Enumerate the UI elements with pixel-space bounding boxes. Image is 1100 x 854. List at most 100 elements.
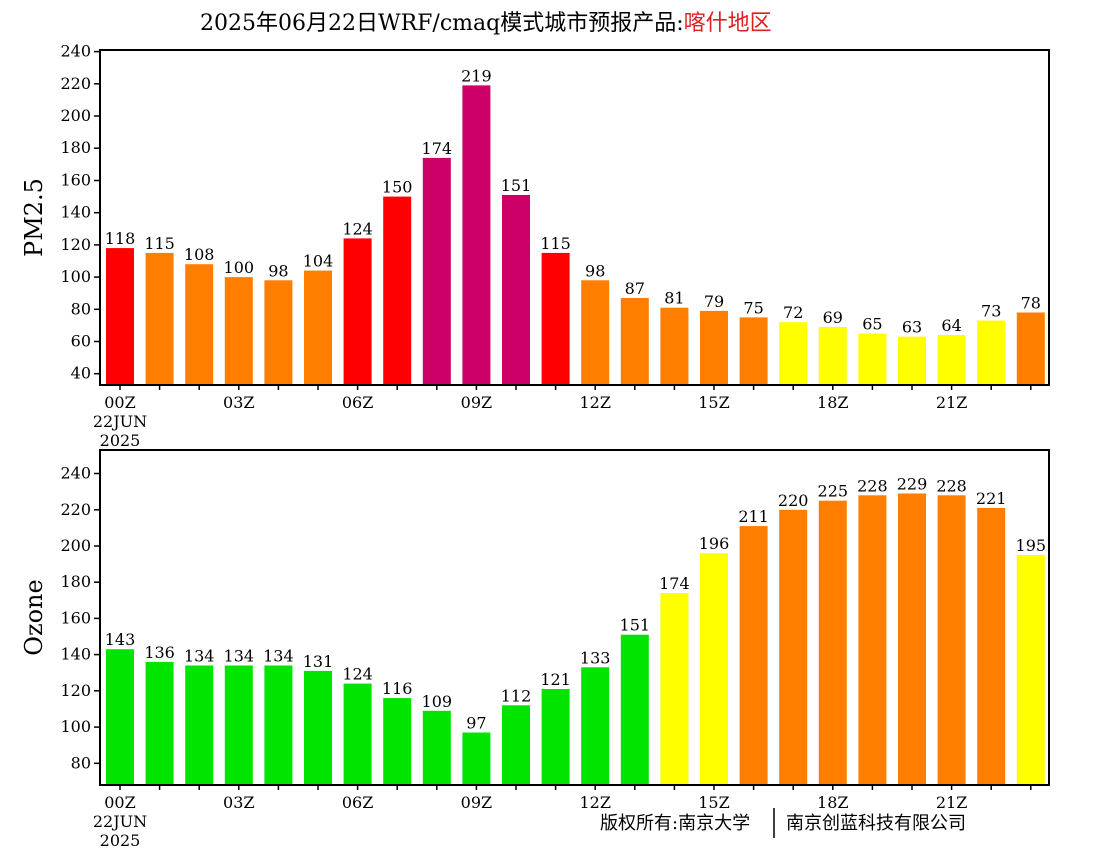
- pm25-ytick-label: 240: [60, 42, 91, 61]
- pm25-bar: [502, 195, 530, 385]
- pm25-bar: [541, 252, 570, 385]
- ozone-bar-value-label: 134: [184, 647, 215, 666]
- ozone-bar: [304, 670, 332, 785]
- ozone-bar: [858, 495, 887, 785]
- pm25-bar-value-label: 100: [224, 258, 255, 277]
- ozone-bar: [343, 683, 372, 785]
- ozone-bar: [739, 526, 768, 785]
- ozone-ytick-label: 220: [60, 500, 91, 519]
- ozone-bar-value-label: 143: [105, 630, 136, 649]
- pm25-xtick-label: 2025: [100, 431, 141, 450]
- pm25-bar: [264, 280, 293, 385]
- pm25-bar: [858, 333, 887, 385]
- ozone-xtick-label: 22JUN: [93, 812, 147, 831]
- pm25-ytick-label: 60: [71, 332, 91, 351]
- pm25-xtick-label: 03Z: [223, 393, 254, 412]
- pm25-ytick-label: 120: [60, 235, 91, 254]
- ozone-bar-value-label: 116: [382, 679, 413, 698]
- ozone-bar-value-label: 220: [778, 491, 809, 510]
- ozone-xtick-label: 18Z: [817, 793, 848, 812]
- pm25-y-axis-label: PM2.5: [20, 178, 48, 257]
- pm25-bar-value-label: 174: [422, 139, 453, 158]
- pm25-ytick-label: 200: [60, 106, 91, 125]
- pm25-xtick-label: 12Z: [579, 393, 610, 412]
- pm25-bar-value-label: 79: [704, 292, 724, 311]
- credit-right-text: 南京创蓝科技有限公司: [786, 813, 966, 834]
- ozone-xtick-label: 15Z: [698, 793, 729, 812]
- pm25-ytick-label: 180: [60, 138, 91, 157]
- pm25-bar: [224, 277, 253, 385]
- ozone-bar-value-label: 136: [144, 643, 175, 662]
- credit-left-text: 版权所有:南京大学: [600, 813, 750, 834]
- ozone-xtick-label: 03Z: [223, 793, 254, 812]
- pm25-bar: [383, 196, 412, 385]
- pm25-bar: [185, 264, 214, 385]
- pm25-bar: [700, 310, 728, 385]
- pm25-bar-value-label: 63: [902, 318, 922, 337]
- pm25-bar: [779, 322, 808, 385]
- ozone-bar-value-label: 174: [659, 574, 690, 593]
- ozone-bar-value-label: 151: [620, 616, 651, 635]
- ozone-bar: [422, 710, 451, 785]
- ozone-bar-value-label: 228: [857, 476, 888, 495]
- pm25-bar: [462, 85, 491, 386]
- pm25-ytick-label: 80: [71, 299, 91, 318]
- ozone-y-axis-label: Ozone: [20, 579, 48, 655]
- ozone-bar: [977, 507, 1006, 785]
- pm25-bar-value-label: 104: [303, 252, 334, 271]
- ozone-bar: [581, 667, 610, 785]
- ozone-xtick-label: 00Z: [104, 793, 135, 812]
- ozone-bar: [541, 689, 570, 785]
- ozone-bar-value-label: 133: [580, 648, 611, 667]
- pm25-ytick-label: 160: [60, 171, 91, 190]
- ozone-bar: [502, 705, 530, 785]
- ozone-bar-value-label: 195: [1016, 536, 1047, 555]
- pm25-bar-value-label: 124: [342, 219, 373, 238]
- pm25-bar: [977, 320, 1006, 385]
- ozone-bar: [620, 634, 649, 785]
- pm25-bar-value-label: 73: [981, 302, 1001, 321]
- pm25-bar: [937, 335, 966, 385]
- ozone-ytick-label: 140: [60, 645, 91, 664]
- ozone-bar: [264, 665, 293, 785]
- pm25-bar: [422, 157, 451, 385]
- pm25-plot-frame: [99, 49, 1050, 386]
- title-main-text: 2025年06月22日WRF/cmaq模式城市预报产品:: [200, 11, 684, 36]
- title-location-text: 喀什地区: [684, 11, 772, 36]
- ozone-bar-value-label: 131: [303, 652, 334, 671]
- pm25-ytick-label: 220: [60, 74, 91, 93]
- pm25-bar: [343, 238, 372, 385]
- pm25-bar-value-label: 98: [585, 261, 605, 280]
- ozone-bar-value-label: 225: [818, 482, 849, 501]
- pm25-bar: [739, 317, 768, 385]
- ozone-xtick-label: 12Z: [579, 793, 610, 812]
- pm25-xtick-label: 22JUN: [93, 412, 147, 431]
- ozone-bar-value-label: 112: [501, 686, 532, 705]
- ozone-bar-value-label: 109: [422, 692, 453, 711]
- pm25-bar-value-label: 65: [862, 315, 882, 334]
- pm25-bar: [898, 336, 926, 385]
- pm25-bar-value-label: 118: [105, 229, 136, 248]
- pm25-bar: [660, 307, 689, 385]
- ozone-bar-value-label: 134: [224, 647, 255, 666]
- pm25-bar: [304, 270, 332, 385]
- ozone-bar: [700, 553, 728, 785]
- ozone-bar: [818, 500, 847, 785]
- ozone-bar-value-label: 211: [738, 507, 769, 526]
- pm25-bar-value-label: 75: [743, 298, 763, 317]
- pm25-bar-value-label: 151: [501, 176, 532, 195]
- ozone-plot-frame: [99, 449, 1050, 786]
- pm25-bar: [581, 280, 610, 385]
- ozone-bar: [145, 661, 174, 785]
- pm25-bar-value-label: 78: [1021, 294, 1041, 313]
- pm25-xtick-label: 06Z: [342, 393, 373, 412]
- pm25-bar-value-label: 81: [664, 289, 684, 308]
- pm25-bar-value-label: 64: [941, 316, 961, 335]
- pm25-xtick-label: 21Z: [936, 393, 967, 412]
- pm25-bar-value-label: 115: [540, 234, 571, 253]
- pm25-bar: [1016, 312, 1045, 385]
- ozone-ytick-label: 200: [60, 536, 91, 555]
- pm25-bar-value-label: 150: [382, 178, 413, 197]
